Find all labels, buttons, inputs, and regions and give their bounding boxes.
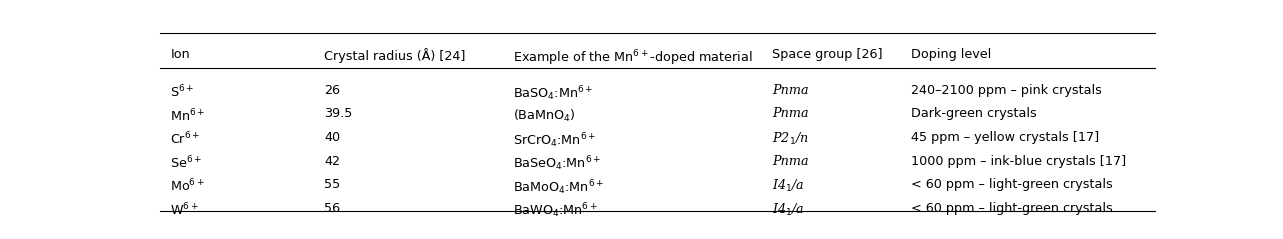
Text: 39.5: 39.5	[325, 108, 353, 120]
Text: BaWO$_4$:Mn$^{6+}$: BaWO$_4$:Mn$^{6+}$	[513, 202, 598, 220]
Text: 40: 40	[325, 131, 340, 144]
Text: BaMoO$_4$:Mn$^{6+}$: BaMoO$_4$:Mn$^{6+}$	[513, 178, 604, 197]
Text: 1000 ppm – ink-blue crystals [17]: 1000 ppm – ink-blue crystals [17]	[911, 155, 1126, 168]
Text: W$^{6+}$: W$^{6+}$	[171, 202, 199, 218]
Text: 45 ppm – yellow crystals [17]: 45 ppm – yellow crystals [17]	[911, 131, 1100, 144]
Text: Space group [26]: Space group [26]	[772, 48, 883, 61]
Text: 55: 55	[325, 178, 341, 191]
Text: Crystal radius (Å) [24]: Crystal radius (Å) [24]	[325, 48, 466, 63]
Text: Cr$^{6+}$: Cr$^{6+}$	[171, 131, 200, 148]
Text: 240–2100 ppm – pink crystals: 240–2100 ppm – pink crystals	[911, 84, 1102, 97]
Text: BaSO$_4$:Mn$^{6+}$: BaSO$_4$:Mn$^{6+}$	[513, 84, 594, 103]
Text: P2$_1$/n: P2$_1$/n	[772, 131, 808, 147]
Text: (BaMnO$_4$): (BaMnO$_4$)	[513, 108, 576, 124]
Text: Dark-green crystals: Dark-green crystals	[911, 108, 1037, 120]
Text: Pnma: Pnma	[772, 155, 808, 168]
Text: Se$^{6+}$: Se$^{6+}$	[171, 155, 203, 171]
Text: < 60 ppm – light-green crystals: < 60 ppm – light-green crystals	[911, 178, 1112, 191]
Text: Ion: Ion	[171, 48, 190, 61]
Text: 42: 42	[325, 155, 340, 168]
Text: 56: 56	[325, 202, 340, 215]
Text: Pnma: Pnma	[772, 84, 808, 97]
Text: Mn$^{6+}$: Mn$^{6+}$	[171, 108, 205, 124]
Text: I4$_1$/a: I4$_1$/a	[772, 178, 804, 194]
Text: Example of the Mn$^{6+}$-doped material: Example of the Mn$^{6+}$-doped material	[513, 48, 753, 68]
Text: Mo$^{6+}$: Mo$^{6+}$	[171, 178, 205, 195]
Text: S$^{6+}$: S$^{6+}$	[171, 84, 195, 100]
Text: Pnma: Pnma	[772, 108, 808, 120]
Text: SrCrO$_4$:Mn$^{6+}$: SrCrO$_4$:Mn$^{6+}$	[513, 131, 597, 150]
Text: < 60 ppm – light-green crystals: < 60 ppm – light-green crystals	[911, 202, 1112, 215]
Text: BaSeO$_4$:Mn$^{6+}$: BaSeO$_4$:Mn$^{6+}$	[513, 155, 602, 173]
Text: 26: 26	[325, 84, 340, 97]
Text: I4$_1$/a: I4$_1$/a	[772, 202, 804, 218]
Text: Doping level: Doping level	[911, 48, 992, 61]
